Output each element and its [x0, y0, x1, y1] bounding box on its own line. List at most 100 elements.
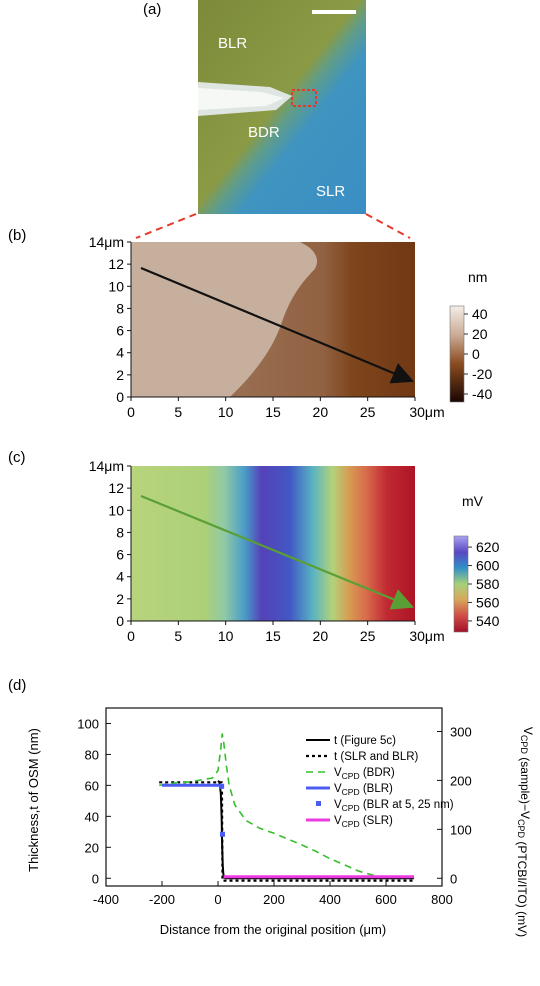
zoom-line-right	[365, 213, 411, 239]
panel_c-y-tick-label: 10	[108, 502, 124, 518]
panel_c-x-tick-label: 5	[174, 628, 182, 644]
panel_b-colorbar-tick-label: 20	[472, 326, 488, 342]
region-label-slr: SLR	[316, 183, 345, 200]
afm-colorbar-unit: nm	[468, 269, 487, 285]
legend-entry-label: VCPD (BLR at 5, 25 nm)	[334, 799, 454, 813]
panel_c-y-tick-label: 14μm	[89, 458, 124, 474]
profile-y-right-tick-label: 0	[450, 871, 457, 886]
panel_c-y-tick-label: 2	[116, 591, 124, 607]
profile-x-tick-label: 800	[431, 892, 453, 907]
profile-y-right-tick-label: 200	[450, 773, 472, 788]
series-1-line	[217, 780, 414, 880]
panel_c-colorbar-tick-label: 580	[476, 576, 500, 592]
panel_c-y-tick-label: 4	[116, 569, 124, 585]
panel_b-y-tick-label: 6	[116, 323, 124, 339]
panel_c-y-tick-label: 12	[108, 480, 124, 496]
region-label-bdr: BDR	[248, 124, 280, 141]
panel_b-x-tick-label: 30μm	[409, 404, 444, 420]
panel_c-x-tick-label: 25	[360, 628, 376, 644]
profile-x-tick-label: 400	[319, 892, 341, 907]
panel_c-y-tick-label: 8	[116, 524, 124, 540]
series-2-line	[159, 781, 414, 882]
afm-colorbar: nm	[449, 269, 487, 403]
legend-swatch	[316, 801, 321, 806]
profile-legend: t (Figure 5c) t (SLR and BLR) VCPD (BDR) VC…	[306, 735, 454, 829]
kpfm-colorbar-unit: mV	[462, 493, 484, 509]
profile-y-right-tick-label: 100	[450, 822, 472, 837]
series-5-marker	[219, 831, 225, 837]
kpfm-colorbar-ticks: 620 600 580 560 540	[468, 539, 500, 629]
profile-ylabel-left: Thickness,t of OSM (nm)	[26, 728, 41, 872]
optical-micrograph: BLR BDR SLR	[198, 0, 366, 214]
legend-entry-label: VCPD (SLR)	[334, 815, 393, 829]
panel_b-y-tick-label: 0	[116, 389, 124, 405]
series-3-line	[159, 733, 376, 877]
panel_c-y-tick-label: 6	[116, 547, 124, 563]
panel_b-y-tick-label: 12	[108, 256, 124, 272]
panel_c-x-tick-label: 10	[218, 628, 234, 644]
legend-entry-label: VCPD (BDR)	[334, 767, 395, 781]
kpfm-colorbar: mV	[453, 493, 484, 633]
profile-y-left-tick-label: 20	[85, 840, 99, 855]
profile-xlabel: Distance from the original position (μm)	[160, 922, 386, 937]
panel_b-x-tick-label: 25	[360, 404, 376, 420]
region-label-blr: BLR	[218, 35, 247, 52]
profile-y-right-tick-label: 300	[450, 724, 472, 739]
panel_b-x-tick-label: 5	[174, 404, 182, 420]
panel_b-colorbar-tick-label: 40	[472, 306, 488, 322]
panel_b-x-tick-label: 20	[313, 404, 329, 420]
panel_b-x-tick-label: 15	[265, 404, 281, 420]
profile-x-tick-label: -200	[149, 892, 175, 907]
profile-y-left-tick-label: 60	[85, 778, 99, 793]
panel-a-label: (a)	[143, 1, 161, 18]
profile-ylabel-right: VCPD (sample)−VCPD (PTCBI/ITO) (mV)	[515, 727, 535, 937]
panel-d-label: (d)	[8, 677, 26, 694]
profile-y-left-tick-label: 80	[85, 747, 99, 762]
panel_b-colorbar-tick-label: -40	[472, 386, 492, 402]
panel_b-colorbar-tick-label: -20	[472, 366, 492, 382]
panel_c-colorbar-tick-label: 540	[476, 613, 500, 629]
legend-entry-label: t (SLR and BLR)	[334, 751, 419, 763]
panel_c-colorbar-tick-label: 560	[476, 594, 500, 610]
afm-colorbar-ticks: 40 20 0 -20 -40	[464, 306, 492, 402]
panel_b-y-tick-label: 8	[116, 300, 124, 316]
profile-series	[159, 733, 414, 882]
panel_c-x-tick-label: 0	[127, 628, 135, 644]
panel_c-x-tick-label: 15	[265, 628, 281, 644]
kpfm-profile-arrow	[140, 494, 415, 610]
profile-x-tick-label: 0	[214, 892, 221, 907]
kpfm-potential-map	[131, 466, 415, 621]
profile-y-left-tick-label: 40	[85, 809, 99, 824]
panel_c-colorbar-tick-label: 620	[476, 539, 500, 555]
panel_c-x-tick-label: 30μm	[409, 628, 444, 644]
panel_b-x-tick-label: 10	[218, 404, 234, 420]
afm-profile-arrow	[140, 266, 415, 384]
afm-height-map	[131, 242, 415, 397]
panel_b-y-tick-label: 2	[116, 367, 124, 383]
profile-y-left-tick-label: 100	[77, 716, 99, 731]
legend-entry-label: t (Figure 5c)	[334, 735, 396, 747]
zoom-line-left	[135, 213, 197, 239]
profile-y-left-tick-label: 0	[92, 871, 99, 886]
panel_c-colorbar-tick-label: 600	[476, 558, 500, 574]
panel_b-y-tick-label: 10	[108, 278, 124, 294]
profile-x-tick-label: 200	[263, 892, 285, 907]
panel-c-label: (c)	[8, 449, 26, 466]
zoom-box	[291, 89, 317, 107]
scale-bar	[312, 10, 356, 14]
panel_c-x-tick-label: 20	[313, 628, 329, 644]
panel_b-y-tick-label: 4	[116, 345, 124, 361]
profile-x-tick-label: -400	[93, 892, 119, 907]
series-5-marker	[219, 783, 225, 789]
panel_b-x-tick-label: 0	[127, 404, 135, 420]
panel_c-y-tick-label: 0	[116, 613, 124, 629]
panel_b-colorbar-tick-label: 0	[472, 346, 480, 362]
legend-entry-label: VCPD (BLR)	[334, 783, 393, 797]
panel_b-y-tick-label: 14μm	[89, 234, 124, 250]
profile-axes: -400 -200 0 200 400 600 8001008060402003002001…	[77, 716, 471, 907]
profile-x-tick-label: 600	[375, 892, 397, 907]
panel-b-label: (b)	[8, 227, 26, 244]
